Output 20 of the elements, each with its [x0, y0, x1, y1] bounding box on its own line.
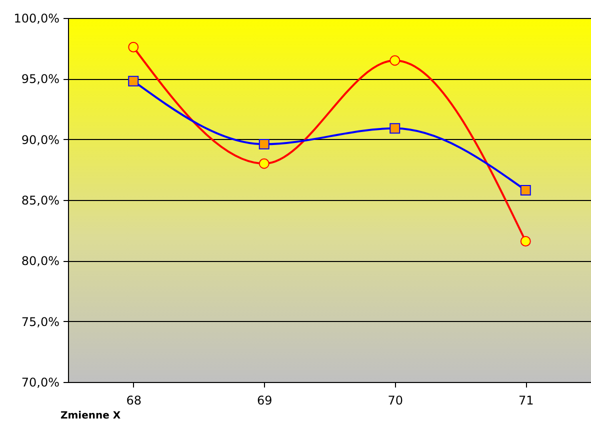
- point: [258, 138, 270, 150]
- point: [390, 55, 400, 66]
- x-tick-label: 69: [256, 394, 272, 408]
- point: [258, 158, 270, 169]
- y-tick-label: 100,0%: [14, 12, 60, 26]
- x-tick-label: 68: [126, 394, 142, 408]
- x-axis-title: Zmienne X: [60, 410, 121, 422]
- point: [128, 42, 139, 52]
- point: [390, 123, 400, 134]
- y-tick-label: 90,0%: [21, 132, 60, 147]
- point: [128, 76, 139, 86]
- x-tick-label: 70: [388, 394, 404, 408]
- point: [520, 236, 531, 246]
- y-tick-label: 95,0%: [21, 72, 60, 86]
- x-tick-label: 71: [518, 394, 534, 408]
- point: [520, 185, 531, 196]
- y-tick-label: 80,0%: [21, 254, 60, 268]
- y-tick-label: 70,0%: [21, 376, 60, 390]
- y-tick-label: 85,0%: [21, 194, 60, 208]
- y-tick-label: 75,0%: [21, 314, 60, 329]
